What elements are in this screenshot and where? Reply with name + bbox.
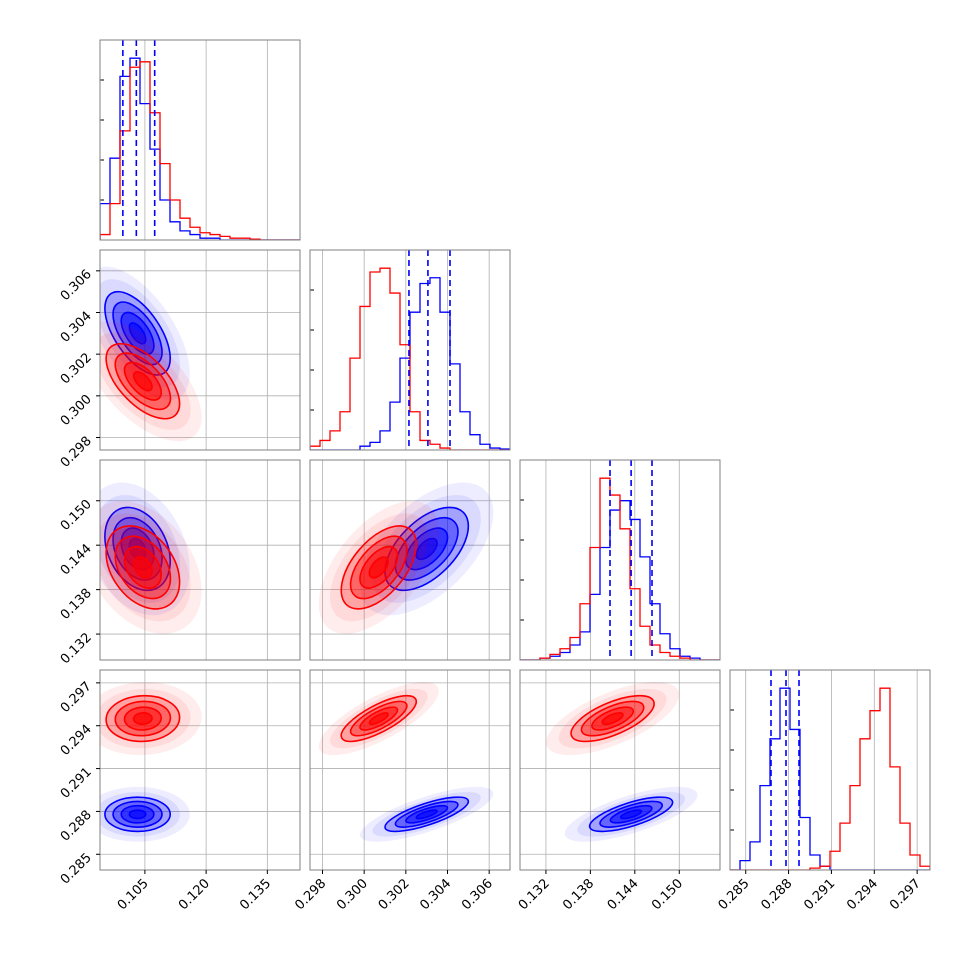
panel bbox=[100, 250, 300, 450]
panel bbox=[310, 670, 510, 870]
y-tick-label: 0.150 bbox=[58, 497, 95, 534]
histogram bbox=[310, 267, 510, 450]
y-tick-label: 0.294 bbox=[58, 722, 95, 759]
y-tick-label: 0.291 bbox=[58, 765, 95, 802]
x-tick-label: 0.304 bbox=[417, 876, 454, 913]
x-tick-label: 0.297 bbox=[887, 876, 924, 913]
panel bbox=[310, 250, 510, 450]
panel bbox=[100, 670, 300, 870]
contour bbox=[128, 322, 147, 345]
y-tick-label: 0.306 bbox=[58, 267, 95, 304]
panel-frame bbox=[309, 669, 511, 871]
y-tick-label: 0.302 bbox=[58, 350, 95, 387]
panel-frame bbox=[729, 669, 931, 871]
x-tick-label: 0.150 bbox=[649, 876, 686, 913]
histogram bbox=[730, 687, 930, 870]
panel-frame bbox=[309, 459, 511, 661]
panel-frame bbox=[99, 459, 301, 661]
x-tick-label: 0.138 bbox=[560, 876, 597, 913]
x-tick-label: 0.132 bbox=[516, 876, 553, 913]
y-tick-label: 0.298 bbox=[58, 434, 95, 471]
panel bbox=[730, 670, 930, 870]
contour bbox=[415, 809, 438, 820]
x-tick-label: 0.306 bbox=[459, 876, 496, 913]
y-tick-label: 0.132 bbox=[58, 630, 95, 667]
x-tick-label: 0.302 bbox=[376, 876, 413, 913]
panel-frame bbox=[519, 669, 721, 871]
x-tick-label: 0.291 bbox=[801, 876, 838, 913]
panel bbox=[520, 670, 720, 870]
y-tick-label: 0.297 bbox=[58, 679, 95, 716]
contour bbox=[132, 371, 153, 392]
x-tick-label: 0.294 bbox=[844, 876, 881, 913]
histogram bbox=[100, 61, 300, 240]
y-tick-label: 0.304 bbox=[58, 309, 95, 346]
contour bbox=[415, 537, 438, 561]
contour bbox=[132, 712, 153, 726]
contour bbox=[132, 556, 153, 579]
histogram bbox=[520, 477, 720, 660]
x-tick-label: 0.105 bbox=[115, 876, 152, 913]
x-tick-label: 0.285 bbox=[716, 876, 753, 913]
histogram bbox=[730, 687, 930, 870]
contour bbox=[128, 809, 147, 820]
x-tick-label: 0.288 bbox=[758, 876, 795, 913]
contour bbox=[368, 712, 389, 726]
histogram bbox=[310, 277, 510, 450]
y-tick-label: 0.288 bbox=[58, 808, 95, 845]
panel bbox=[520, 460, 720, 660]
y-tick-label: 0.285 bbox=[58, 851, 95, 888]
panel-frame bbox=[519, 459, 721, 661]
panel bbox=[100, 40, 300, 240]
x-tick-label: 0.298 bbox=[292, 876, 329, 913]
panel bbox=[100, 460, 300, 660]
contour bbox=[368, 556, 389, 579]
y-tick-label: 0.144 bbox=[58, 541, 95, 578]
panel bbox=[310, 460, 510, 660]
histogram bbox=[100, 57, 300, 240]
x-tick-label: 0.120 bbox=[176, 876, 213, 913]
panel-frame bbox=[309, 249, 511, 451]
panel-frame bbox=[99, 249, 301, 451]
x-tick-label: 0.144 bbox=[605, 876, 642, 913]
x-tick-label: 0.135 bbox=[237, 876, 274, 913]
panel-frame bbox=[99, 39, 301, 241]
contour bbox=[601, 712, 624, 726]
panel-frame bbox=[99, 669, 301, 871]
y-tick-label: 0.138 bbox=[58, 586, 95, 623]
y-tick-label: 0.300 bbox=[58, 392, 95, 429]
contour bbox=[619, 809, 643, 820]
x-tick-label: 0.300 bbox=[334, 876, 371, 913]
